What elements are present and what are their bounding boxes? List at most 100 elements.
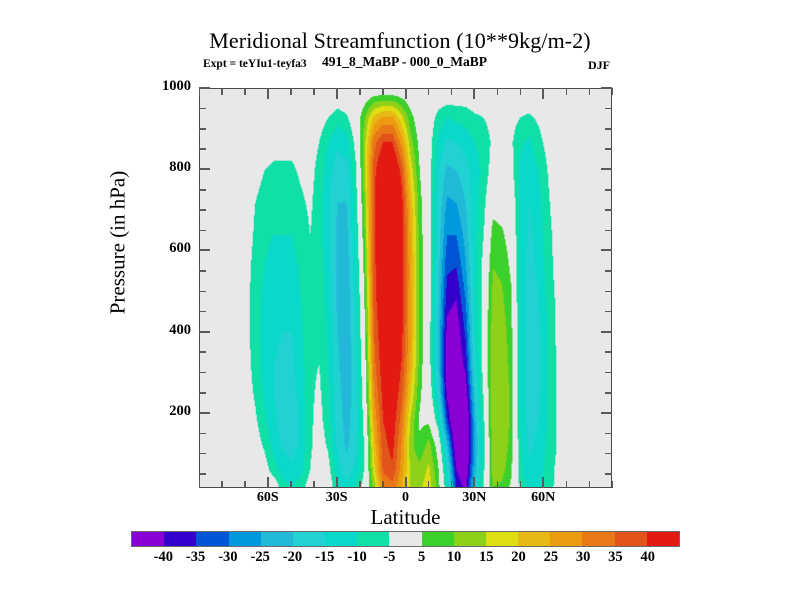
- x-axis-tick: [473, 477, 476, 488]
- colorbar-tick-label: -5: [383, 549, 396, 565]
- y-axis-minor-tick: [605, 310, 612, 313]
- colorbar-tick-label: 20: [511, 549, 526, 565]
- y-axis-minor-tick: [199, 189, 206, 191]
- subtitle-case-difference: 491_8_MaBP - 000_0_MaBP: [322, 54, 487, 69]
- y-axis-title: Pressure (in hPa): [105, 170, 130, 315]
- x-axis-minor-tick: [359, 481, 361, 488]
- x-axis-minor-tick: [450, 88, 453, 95]
- x-axis-minor-tick: [565, 88, 568, 95]
- x-axis-minor-tick: [359, 88, 361, 95]
- page-title: Meridional Streamfunction (10**9kg/m-2): [209, 28, 591, 53]
- y-axis-minor-tick: [605, 270, 612, 272]
- contour-field: [200, 89, 611, 487]
- y-axis-minor-tick: [199, 371, 206, 374]
- y-axis-minor-tick: [605, 432, 612, 435]
- x-axis-minor-tick: [519, 88, 522, 95]
- y-axis-minor-tick: [605, 148, 612, 150]
- x-axis-tick-label: 30S: [325, 490, 348, 505]
- x-axis-minor-tick: [565, 481, 568, 488]
- y-axis-tick-label: 200: [169, 402, 191, 419]
- y-axis-tick-label: 1000: [162, 78, 191, 94]
- colorbar-swatch: [453, 532, 486, 546]
- y-axis-minor-tick: [199, 473, 206, 475]
- subtitle-experiment: Expt = teYIu1-teyfa3: [203, 58, 307, 70]
- y-axis-tick: [601, 411, 612, 414]
- colorbar-tick-label: 25: [543, 549, 559, 565]
- x-axis-tick-label: 0: [402, 490, 409, 505]
- plot-area: [199, 88, 612, 488]
- x-axis-minor-tick: [382, 88, 384, 95]
- y-axis-minor-tick: [605, 290, 612, 293]
- x-axis-title: Latitude: [370, 505, 441, 529]
- y-axis-tick-label: 800: [169, 159, 191, 176]
- colorbar-tick-label: 10: [446, 549, 462, 565]
- colorbar-tick-label: -40: [153, 549, 173, 565]
- colorbar-tick-label: -30: [218, 549, 238, 565]
- x-axis-minor-tick: [290, 88, 292, 95]
- y-axis-tick: [601, 249, 612, 252]
- colorbar-swatch: [421, 532, 454, 546]
- colorbar-tick-label: 35: [608, 549, 623, 565]
- y-axis-minor-tick: [605, 371, 612, 374]
- colorbar-tick-label: 30: [575, 549, 591, 565]
- x-axis-tick: [335, 477, 338, 488]
- y-axis-minor-tick: [605, 209, 612, 211]
- x-axis-tick-label: 60S: [256, 490, 279, 505]
- colorbar-swatch: [228, 532, 261, 546]
- x-axis-tick: [542, 477, 545, 488]
- colorbar-tick-label: 15: [478, 549, 494, 565]
- colorbar-swatch: [292, 532, 326, 546]
- colorbar-swatch: [260, 532, 293, 546]
- y-axis-minor-tick: [199, 128, 206, 130]
- x-axis-tick: [404, 477, 407, 488]
- colorbar: [131, 531, 680, 547]
- colorbar-tick-label: -35: [185, 549, 206, 565]
- x-axis-minor-tick: [382, 481, 384, 488]
- y-axis-minor-tick: [199, 148, 206, 150]
- y-axis-tick: [199, 87, 210, 89]
- y-axis-minor-tick: [199, 290, 206, 293]
- x-axis-minor-tick: [290, 481, 292, 488]
- colorbar-swatch: [357, 532, 390, 546]
- colorbar-tick-labels: -40 -35 -30 -25 -20 -15 -10 -5 5 10 15 20 25 30 35 40: [131, 549, 680, 567]
- colorbar-swatch: [132, 532, 165, 546]
- x-axis-minor-tick: [450, 481, 453, 488]
- colorbar-tick-label: -25: [250, 549, 270, 565]
- subtitle-season: DJF: [588, 58, 610, 72]
- x-axis-minor-tick: [427, 88, 430, 95]
- colorbar-tick-label: -10: [347, 549, 367, 565]
- x-axis-tick: [473, 88, 476, 99]
- y-axis-minor-tick: [605, 229, 612, 232]
- y-axis-tick: [199, 330, 210, 333]
- x-axis-minor-tick: [611, 481, 613, 488]
- x-axis-tick-label: 60N: [531, 490, 556, 505]
- y-axis-tick: [601, 168, 612, 171]
- x-axis-minor-tick: [313, 481, 315, 488]
- x-axis-minor-tick: [244, 481, 246, 488]
- x-axis-tick: [266, 477, 269, 488]
- x-axis-minor-tick: [198, 88, 200, 95]
- y-axis-minor-tick: [199, 107, 206, 110]
- y-axis-minor-tick: [199, 432, 206, 435]
- y-axis-minor-tick: [605, 189, 612, 191]
- x-axis-minor-tick: [588, 481, 591, 488]
- y-axis-minor-tick: [199, 310, 206, 313]
- x-axis-minor-tick: [221, 481, 223, 488]
- y-axis-minor-tick: [199, 209, 206, 211]
- colorbar-swatch: [196, 532, 229, 546]
- colorbar-tick-label: -15: [315, 549, 335, 565]
- y-axis-tick: [601, 87, 612, 89]
- y-axis-minor-tick: [199, 229, 206, 232]
- colorbar-swatch: [646, 532, 679, 546]
- x-axis-minor-tick: [496, 88, 499, 95]
- x-axis-minor-tick: [519, 481, 522, 488]
- colorbar-swatch: [164, 532, 197, 546]
- y-axis-tick-label: 600: [169, 240, 191, 257]
- x-axis-minor-tick: [588, 88, 591, 95]
- x-axis-minor-tick: [198, 481, 200, 488]
- x-axis-minor-tick: [611, 88, 613, 95]
- x-axis-minor-tick: [221, 88, 223, 95]
- colorbar-tick-label: -20: [282, 549, 303, 565]
- y-axis-tick: [601, 330, 612, 333]
